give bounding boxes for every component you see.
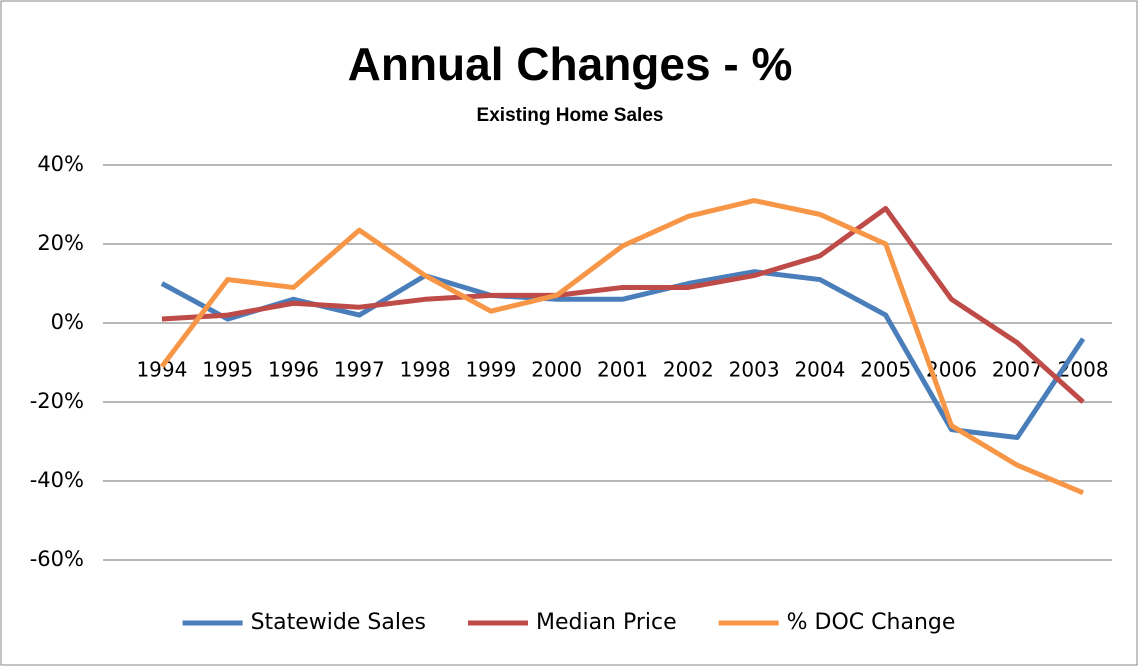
legend-label: % DOC Change — [787, 610, 956, 635]
x-tick-label: 1997 — [334, 358, 385, 382]
chart-subtitle: Existing Home Sales — [477, 105, 664, 126]
x-tick-label: 1994 — [136, 358, 187, 382]
y-tick-label: 40% — [37, 152, 84, 176]
y-tick-label: -20% — [30, 389, 84, 413]
x-tick-label: 2004 — [794, 358, 845, 382]
y-tick-label: -60% — [30, 547, 84, 571]
x-tick-label: 1998 — [400, 358, 451, 382]
x-tick-label: 2001 — [597, 358, 648, 382]
x-tick-label: 2003 — [729, 358, 780, 382]
x-tick-label: 1996 — [268, 358, 319, 382]
chart-title: Annual Changes - % — [348, 38, 793, 90]
y-tick-label: 20% — [37, 231, 84, 255]
x-tick-label: 2002 — [663, 358, 714, 382]
x-tick-label: 1995 — [202, 358, 253, 382]
series-line — [161, 205, 1085, 404]
x-tick-label: 2005 — [860, 358, 911, 382]
x-tick-label: 1999 — [465, 358, 516, 382]
legend-label: Median Price — [536, 610, 677, 635]
x-tick-label: 2007 — [992, 358, 1043, 382]
x-tick-label: 2000 — [531, 358, 582, 382]
legend-label: Statewide Sales — [251, 610, 426, 635]
series-line — [159, 198, 1085, 496]
y-tick-label: 0% — [51, 310, 84, 334]
y-tick-label: -40% — [30, 468, 84, 492]
